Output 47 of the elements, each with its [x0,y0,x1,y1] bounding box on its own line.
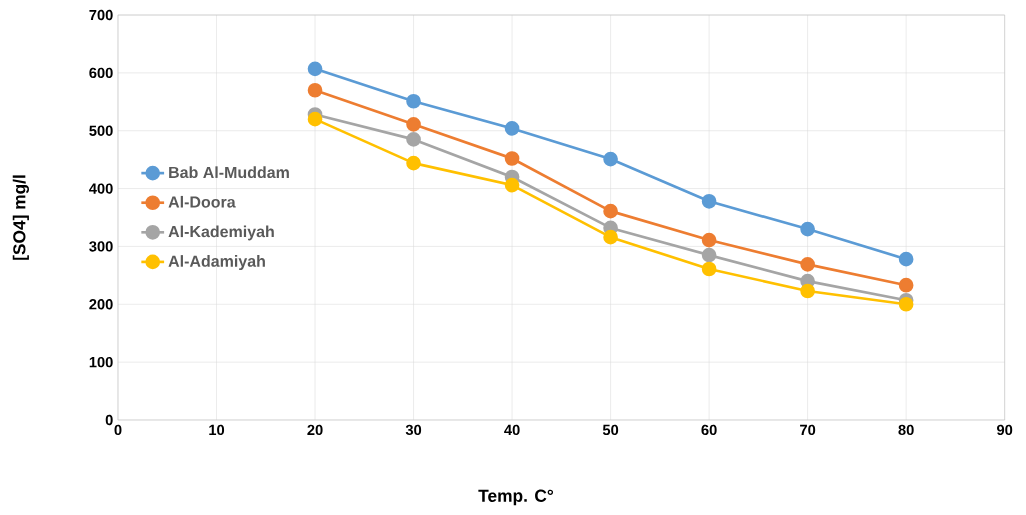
legend-label: Al-Adamiyah [168,255,265,271]
y-tick-label: 200 [89,299,113,310]
point [701,232,717,248]
point [800,257,815,272]
point [701,193,717,209]
y-tick-label: 700 [89,9,113,21]
point [800,221,815,237]
x-tick-label: 70 [800,424,816,436]
y-tick-label: 100 [89,356,113,368]
point [898,296,914,312]
y-tick-label: 300 [89,241,113,252]
y-tick-label: 400 [89,183,113,194]
point [504,151,520,166]
point [406,132,421,147]
point [603,229,618,245]
point [504,121,520,136]
point [504,177,520,193]
legend-label: Al-Kademiyah [168,225,274,241]
point [603,203,618,219]
x-tick-label: 10 [209,424,225,436]
x-tick-label: 90 [997,424,1013,436]
x-tick-label: 30 [405,424,422,436]
point [406,93,421,109]
y-axis-title: [SO4] mg/l [12,175,29,260]
x-axis-title: Temp. C° [478,489,554,506]
point [406,155,421,171]
point [307,82,323,98]
point [701,261,717,277]
point [307,111,323,127]
x-tick-label: 50 [602,424,619,436]
x-tick-label: 0 [114,424,122,436]
x-tick-label: 20 [307,424,323,436]
x-tick-label: 80 [898,424,914,436]
point [898,251,914,267]
y-tick-label: 0 [105,414,113,426]
legend-label: Al-Doora [168,195,236,208]
x-tick-label: 40 [504,424,520,436]
point [307,61,323,77]
point [800,283,815,299]
point [406,117,421,132]
point [701,247,717,263]
y-tick-label: 600 [89,67,113,79]
point [603,151,618,167]
x-tick-label: 60 [701,424,717,436]
legend-label: Bab Al-Muddam [169,166,289,179]
point [898,277,914,293]
y-tick-label: 500 [89,125,113,136]
